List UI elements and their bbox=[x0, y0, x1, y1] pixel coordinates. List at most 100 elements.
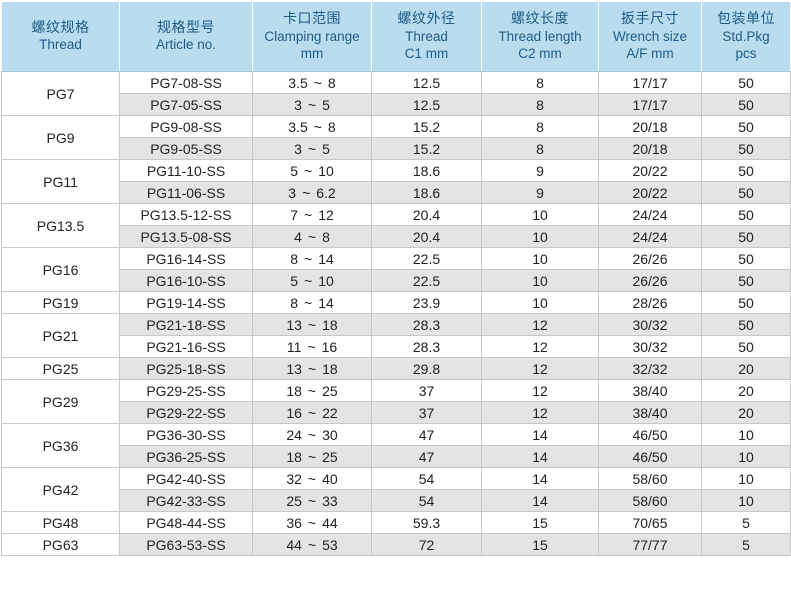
clamping-range-min: 44 bbox=[286, 536, 302, 553]
cell-thread: PG19 bbox=[1, 291, 120, 314]
column-header-en-wrench: Wrench size bbox=[612, 28, 688, 44]
cell-std-pkg: 10 bbox=[701, 489, 791, 512]
column-header-cn-pkg: 包装单位 bbox=[717, 10, 775, 27]
cell-wrench-size: 30/32 bbox=[598, 335, 702, 358]
column-header-cn-article: 规格型号 bbox=[157, 19, 215, 36]
cell-thread-outer-diameter: 12.5 bbox=[371, 93, 482, 116]
table-row: PG7-05-SS 3 ~5 12.5 8 17/17 50 bbox=[2, 93, 791, 116]
clamping-range-min: 24 bbox=[286, 426, 302, 443]
clamping-range-separator: ~ bbox=[304, 162, 313, 179]
cell-std-pkg: 10 bbox=[701, 423, 791, 446]
cell-std-pkg: 20 bbox=[701, 357, 791, 380]
cell-thread-length: 10 bbox=[481, 247, 599, 270]
cell-thread-outer-diameter: 23.9 bbox=[371, 291, 482, 314]
column-header-cn-c2: 螺纹长度 bbox=[511, 10, 569, 27]
cell-article-no: PG29-25-SS bbox=[119, 379, 253, 402]
clamping-range-min: 3 bbox=[294, 140, 302, 157]
cell-wrench-size: 58/60 bbox=[598, 489, 702, 512]
cell-clamping-range: 32 ~40 bbox=[252, 467, 372, 490]
cell-thread-outer-diameter: 29.8 bbox=[371, 357, 482, 380]
cell-thread-length: 14 bbox=[481, 489, 599, 512]
cell-thread-outer-diameter: 22.5 bbox=[371, 247, 482, 270]
cell-thread-outer-diameter: 72 bbox=[371, 533, 482, 556]
cell-wrench-size: 70/65 bbox=[598, 511, 702, 534]
clamping-range-max: 14 bbox=[318, 294, 334, 311]
cell-wrench-size: 20/18 bbox=[598, 115, 702, 138]
cell-thread-length: 10 bbox=[481, 225, 599, 248]
cell-thread-length: 9 bbox=[481, 159, 599, 182]
cell-article-no: PG29-22-SS bbox=[119, 401, 253, 424]
clamping-range-separator: ~ bbox=[304, 294, 313, 311]
clamping-range-min: 25 bbox=[286, 492, 302, 509]
cell-std-pkg: 50 bbox=[701, 115, 791, 138]
cell-thread-outer-diameter: 22.5 bbox=[371, 269, 482, 292]
clamping-range-separator: ~ bbox=[304, 272, 313, 289]
cell-std-pkg: 50 bbox=[701, 71, 791, 94]
clamping-range-max: 16 bbox=[321, 338, 338, 355]
cell-thread-outer-diameter: 20.4 bbox=[371, 203, 482, 226]
column-header-en-c1: Thread bbox=[405, 28, 448, 44]
cell-thread-outer-diameter: 37 bbox=[371, 401, 482, 424]
column-header-en-article: Article no. bbox=[155, 37, 217, 53]
clamping-range-min: 36 bbox=[286, 514, 302, 531]
clamping-range-min: 8 bbox=[290, 250, 299, 267]
cell-thread: PG21 bbox=[1, 313, 120, 358]
clamping-range-min: 16 bbox=[286, 404, 302, 421]
cell-article-no: PG16-14-SS bbox=[119, 247, 253, 270]
clamping-range-separator: ~ bbox=[307, 426, 317, 443]
clamping-range-max: 8 bbox=[327, 74, 336, 91]
clamping-range-separator: ~ bbox=[307, 338, 316, 355]
clamping-range-max: 8 bbox=[327, 118, 336, 135]
clamping-range-separator: ~ bbox=[307, 140, 317, 157]
cell-wrench-size: 20/18 bbox=[598, 137, 702, 160]
cell-thread-length: 8 bbox=[481, 93, 599, 116]
cell-clamping-range: 13 ~18 bbox=[252, 357, 372, 380]
column-header-cn-wrench: 扳手尺寸 bbox=[621, 10, 679, 27]
cell-article-no: PG42-40-SS bbox=[119, 467, 253, 490]
column-header-wrench: 扳手尺寸 Wrench size A/F mm bbox=[598, 1, 702, 72]
cell-article-no: PG11-06-SS bbox=[119, 181, 253, 204]
cell-thread-length: 12 bbox=[481, 379, 599, 402]
table-row: PG36 PG36-30-SS 24 ~30 47 14 46/50 10 bbox=[1, 423, 791, 468]
cell-clamping-range: 3.5 ~8 bbox=[252, 115, 372, 138]
cell-thread: PG42 bbox=[1, 467, 120, 512]
cell-std-pkg: 50 bbox=[701, 93, 791, 116]
cell-thread-length: 8 bbox=[481, 71, 599, 94]
cell-clamping-range: 8 ~14 bbox=[252, 291, 372, 314]
cell-clamping-range: 44 ~53 bbox=[252, 533, 372, 556]
column-header-c2: 螺纹长度 Thread length C2 mm bbox=[481, 1, 599, 72]
cell-thread-outer-diameter: 28.3 bbox=[371, 313, 482, 336]
cell-clamping-range: 13 ~18 bbox=[252, 313, 372, 336]
cell-thread: PG11 bbox=[1, 159, 120, 204]
clamping-range-separator: ~ bbox=[307, 228, 317, 245]
table-row: PG21 PG21-18-SS 13 ~18 28.3 12 30/32 50 bbox=[1, 313, 791, 358]
cell-thread-outer-diameter: 28.3 bbox=[371, 335, 482, 358]
cell-clamping-range: 5 ~10 bbox=[252, 159, 372, 182]
clamping-range-max: 25 bbox=[322, 382, 338, 399]
clamping-range-max: 5 bbox=[322, 140, 330, 157]
cell-article-no: PG42-33-SS bbox=[119, 489, 253, 512]
table-row: PG19 PG19-14-SS 8 ~14 23.9 10 28/26 50 bbox=[1, 291, 791, 314]
column-header-article: 规格型号 Article no. bbox=[119, 1, 253, 72]
table-row: PG13.5-08-SS 4 ~8 20.4 10 24/24 50 bbox=[2, 225, 791, 248]
cell-thread-length: 10 bbox=[481, 291, 599, 314]
cell-std-pkg: 50 bbox=[701, 291, 791, 314]
clamping-range-separator: ~ bbox=[307, 96, 317, 113]
table-row: PG11-06-SS 3 ~6.2 18.6 9 20/22 50 bbox=[2, 181, 791, 204]
table-row: PG9 PG9-08-SS 3.5 ~8 15.2 8 20/18 50 bbox=[1, 115, 791, 160]
clamping-range-min: 18 bbox=[286, 382, 302, 399]
table-row: PG9-05-SS 3 ~5 15.2 8 20/18 50 bbox=[2, 137, 791, 160]
table-row: PG7 PG7-08-SS 3.5 ~8 12.5 8 17/17 50 bbox=[1, 71, 791, 116]
table-row: PG16 PG16-14-SS 8 ~14 22.5 10 26/26 50 bbox=[1, 247, 791, 292]
cell-thread-length: 14 bbox=[481, 445, 599, 468]
column-header-en-clamp: Clamping range bbox=[264, 28, 360, 44]
clamping-range-separator: ~ bbox=[313, 118, 322, 135]
cell-article-no: PG48-44-SS bbox=[119, 511, 253, 534]
clamping-range-max: 33 bbox=[322, 492, 338, 509]
cell-clamping-range: 3.5 ~8 bbox=[252, 71, 372, 94]
cell-thread-length: 8 bbox=[481, 115, 599, 138]
clamping-range-separator: ~ bbox=[307, 448, 317, 465]
clamping-range-min: 7 bbox=[290, 206, 299, 223]
column-header-c1: 螺纹外径 Thread C1 mm bbox=[371, 1, 482, 72]
cell-clamping-range: 11 ~16 bbox=[252, 335, 372, 358]
